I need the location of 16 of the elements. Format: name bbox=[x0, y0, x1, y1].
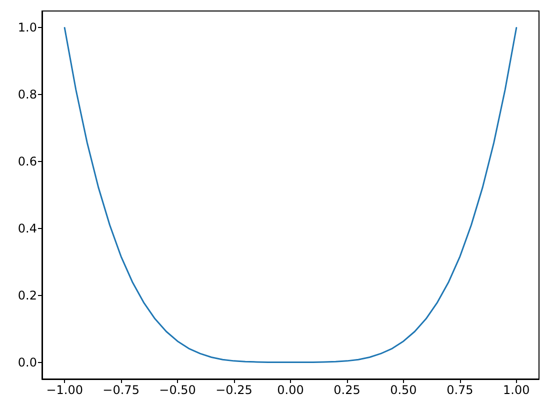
y-tick-label: 0.8 bbox=[18, 88, 37, 102]
x-tick-label: −0.50 bbox=[159, 383, 196, 397]
x-tick-label: 0.25 bbox=[334, 383, 360, 397]
y-tick-label: 0.2 bbox=[18, 288, 37, 302]
y-tick-label: 0.4 bbox=[18, 221, 37, 236]
line-series bbox=[64, 26, 518, 364]
x-tick-label: −0.75 bbox=[102, 383, 140, 397]
x-tick-label: 0.00 bbox=[277, 383, 304, 397]
x-tick-label: 1.00 bbox=[503, 383, 530, 397]
x-tick-label: −0.25 bbox=[216, 383, 252, 397]
y-tick-label: 0.6 bbox=[18, 154, 37, 169]
x-tick-label: 0.75 bbox=[446, 383, 474, 397]
y-tick-label: 1.0 bbox=[18, 20, 37, 35]
x-tick-label: 0.50 bbox=[390, 383, 417, 397]
y-tick-label: 0.0 bbox=[18, 355, 37, 370]
x-tick-label: −1.00 bbox=[46, 383, 83, 397]
